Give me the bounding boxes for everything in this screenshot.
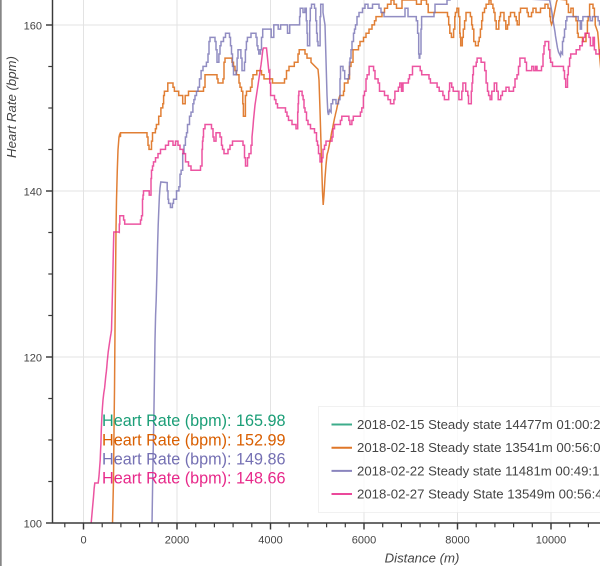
- svg-text:Heart Rate (bpm): 148.66: Heart Rate (bpm): 148.66: [102, 470, 286, 488]
- svg-text:6000: 6000: [352, 535, 376, 547]
- svg-text:100: 100: [24, 518, 42, 530]
- svg-text:120: 120: [24, 352, 42, 364]
- svg-text:2018-02-22 Steady state 11481m: 2018-02-22 Steady state 11481m 00:49:16: [357, 463, 600, 478]
- svg-text:8000: 8000: [445, 535, 469, 547]
- svg-text:160: 160: [24, 20, 42, 32]
- svg-text:Distance (m): Distance (m): [385, 551, 460, 566]
- svg-text:Heart Rate (bpm): 149.86: Heart Rate (bpm): 149.86: [102, 450, 286, 468]
- svg-text:2018-02-27 Steady State 13549m: 2018-02-27 Steady State 13549m 00:56:45: [357, 487, 600, 502]
- svg-text:10000: 10000: [536, 535, 567, 547]
- svg-text:2018-02-18 Steady state 13541m: 2018-02-18 Steady state 13541m 00:56:02: [357, 440, 600, 455]
- svg-text:Heart Rate (bpm): 152.99: Heart Rate (bpm): 152.99: [102, 431, 286, 449]
- svg-text:140: 140: [24, 186, 42, 198]
- svg-text:2000: 2000: [165, 535, 189, 547]
- svg-text:Heart Rate (bpm): 165.98: Heart Rate (bpm): 165.98: [102, 412, 286, 430]
- svg-text:Heart Rate (bpm): Heart Rate (bpm): [4, 56, 19, 158]
- svg-text:0: 0: [80, 535, 86, 547]
- svg-text:4000: 4000: [258, 535, 282, 547]
- svg-text:2018-02-15 Steady state 14477m: 2018-02-15 Steady state 14477m 01:00:24: [357, 417, 600, 432]
